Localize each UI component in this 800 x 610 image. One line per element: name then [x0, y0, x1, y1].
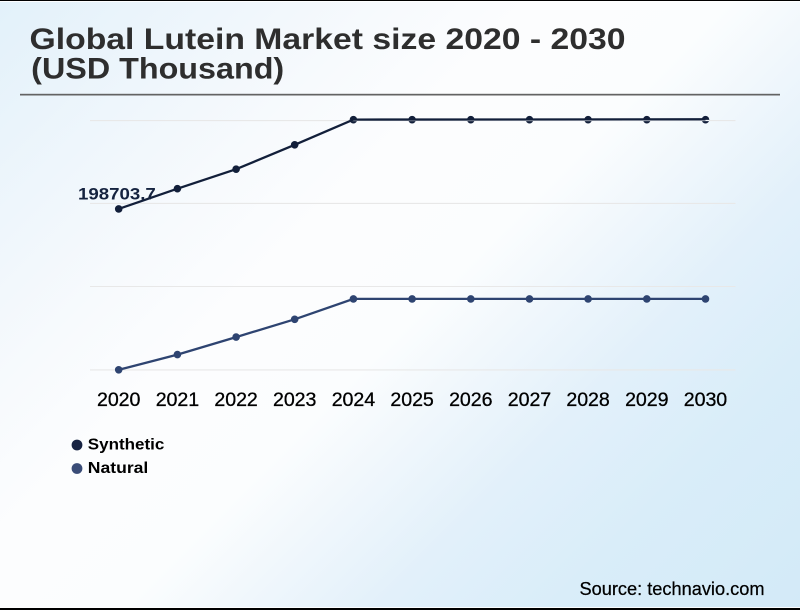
svg-text:2027: 2027 — [508, 389, 551, 411]
svg-text:2020: 2020 — [97, 389, 140, 411]
svg-text:2030: 2030 — [684, 389, 727, 411]
svg-text:Natural: Natural — [88, 460, 149, 477]
svg-text:2029: 2029 — [625, 389, 668, 411]
svg-text:2022: 2022 — [214, 389, 257, 411]
svg-text:2025: 2025 — [390, 389, 433, 411]
svg-text:198703.7: 198703.7 — [78, 185, 156, 203]
svg-text:Source: technavio.com: Source: technavio.com — [580, 578, 765, 599]
svg-text:2021: 2021 — [156, 389, 199, 411]
svg-text:2028: 2028 — [566, 389, 609, 411]
svg-text:(USD Thousand): (USD Thousand) — [31, 53, 284, 86]
svg-text:2023: 2023 — [273, 389, 316, 411]
svg-text:2024: 2024 — [332, 389, 375, 411]
svg-text:Global Lutein Market size 2020: Global Lutein Market size 2020 - 2030 — [30, 23, 626, 56]
svg-text:2026: 2026 — [449, 389, 492, 411]
svg-text:Synthetic: Synthetic — [88, 436, 165, 453]
